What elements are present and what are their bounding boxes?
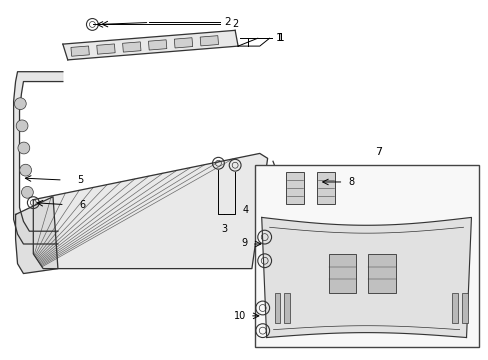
Bar — [274, 293, 280, 323]
Text: 1: 1 — [277, 33, 284, 43]
Bar — [286, 172, 304, 204]
Circle shape — [21, 186, 33, 198]
Polygon shape — [16, 197, 58, 274]
Bar — [328, 254, 356, 293]
Bar — [451, 293, 457, 323]
Text: 1: 1 — [277, 33, 283, 43]
Text: 2: 2 — [232, 19, 238, 30]
Text: 9: 9 — [242, 238, 247, 248]
Bar — [367, 254, 395, 293]
Text: 1: 1 — [275, 33, 282, 43]
Text: 6: 6 — [80, 199, 85, 210]
Circle shape — [20, 164, 31, 176]
Circle shape — [16, 120, 28, 132]
FancyBboxPatch shape — [97, 44, 115, 54]
FancyBboxPatch shape — [174, 38, 192, 48]
Circle shape — [18, 142, 30, 154]
Circle shape — [14, 98, 26, 109]
FancyBboxPatch shape — [200, 36, 218, 46]
Bar — [316, 172, 334, 204]
FancyBboxPatch shape — [71, 46, 89, 56]
Bar — [461, 293, 467, 323]
Polygon shape — [14, 72, 63, 244]
Polygon shape — [33, 153, 267, 269]
Text: 10: 10 — [233, 311, 245, 321]
Text: 2: 2 — [224, 18, 230, 27]
Text: 8: 8 — [347, 177, 354, 187]
Bar — [284, 293, 290, 323]
Text: 7: 7 — [374, 147, 381, 157]
FancyBboxPatch shape — [122, 42, 141, 52]
Text: 4: 4 — [243, 204, 249, 215]
Polygon shape — [261, 217, 470, 338]
FancyBboxPatch shape — [148, 40, 166, 50]
Text: 5: 5 — [78, 175, 84, 185]
Bar — [254, 165, 478, 347]
Polygon shape — [63, 30, 238, 60]
Text: 3: 3 — [221, 224, 227, 234]
